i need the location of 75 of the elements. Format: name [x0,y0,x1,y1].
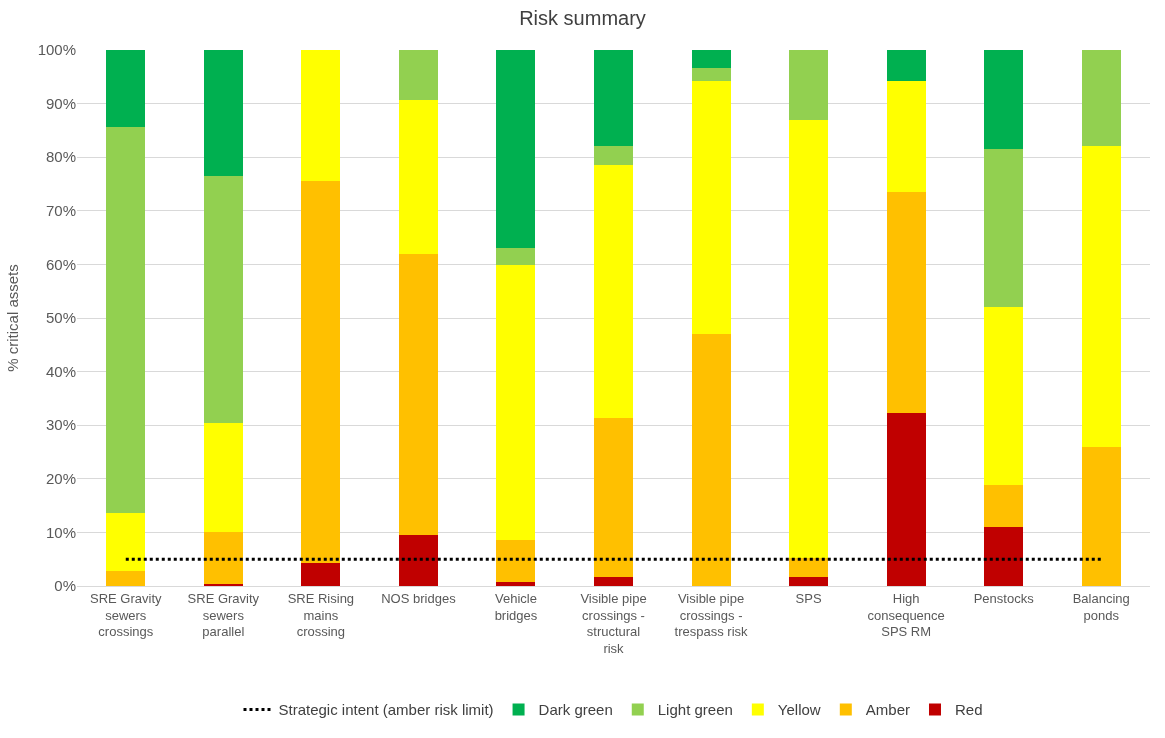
x-tick-label: SRE Gravity sewers crossings [90,590,163,640]
chart-title: Risk summary [519,7,646,30]
bar [984,50,1024,149]
y-axis-title: % critical assets [3,264,21,372]
bar [593,577,634,586]
x-tick-label: SPS [795,590,822,606]
bar [984,307,1024,486]
bar [398,50,438,101]
bar [301,181,341,563]
bar [106,512,146,571]
legend-label: Amber [865,701,910,719]
y-tick-label: 0% [54,577,76,595]
y-tick-label: 10% [45,523,76,541]
bar [789,50,829,120]
y-tick-label: 80% [45,148,76,166]
bar [398,254,438,535]
y-tick-label: 30% [45,416,76,434]
bar [496,248,536,265]
bar [886,50,926,82]
bar [691,50,731,69]
legend-label: Light green [657,701,733,719]
legend-label: Strategic intent (amber risk limit) [278,701,494,719]
bar [984,148,1024,308]
y-tick-label: 20% [45,470,76,488]
x-tick-label: SRE Rising mains crossing [287,590,355,640]
bar [1081,50,1121,147]
bar [593,50,634,147]
x-tick-label: NOS bridges [381,590,457,606]
bar [106,126,146,513]
bar [203,50,243,176]
y-tick-label: 40% [45,362,76,380]
bar [886,412,926,586]
bar [691,81,731,334]
bar [203,531,243,585]
bar [398,100,438,255]
bar [203,175,243,423]
bar [301,562,341,586]
x-tick-label: High consequence SPS RM [867,590,945,640]
y-tick-label: 50% [45,309,76,327]
bar [398,534,438,586]
bar [886,81,926,192]
bar [496,540,536,583]
bar [106,570,146,586]
legend-label: Yellow [777,701,821,719]
bar [301,50,341,182]
bar [789,119,829,559]
x-tick-label: Visible pipe crossings - trespass risk [674,590,749,640]
bar [886,191,926,413]
bar [496,50,536,249]
bar [691,68,731,82]
x-tick-label: Visible pipe crossings - structural risk [580,590,647,657]
bar [1081,146,1121,447]
bar [106,50,146,127]
legend-label: Red [954,701,983,719]
x-tick-label: Penstocks [973,590,1035,606]
bar [1081,446,1121,586]
legend-label: Dark green [538,701,613,719]
bar [496,264,536,541]
bar [203,422,243,532]
bar [691,333,731,586]
bar [984,485,1024,528]
bar [593,417,634,578]
bar [984,527,1024,586]
bar [789,558,829,578]
x-tick-label: SRE Gravity sewers parallel [187,590,260,640]
x-tick-label: Balancing ponds [1072,590,1130,623]
bar [593,146,634,166]
y-tick-label: 70% [45,202,76,220]
x-tick-label: Vehicle bridges [494,590,538,623]
y-tick-label: 60% [45,255,76,273]
y-tick-label: 90% [45,94,76,112]
y-tick-label: 100% [37,41,76,59]
bar [593,165,634,418]
bar [789,577,829,586]
bar [496,582,536,586]
